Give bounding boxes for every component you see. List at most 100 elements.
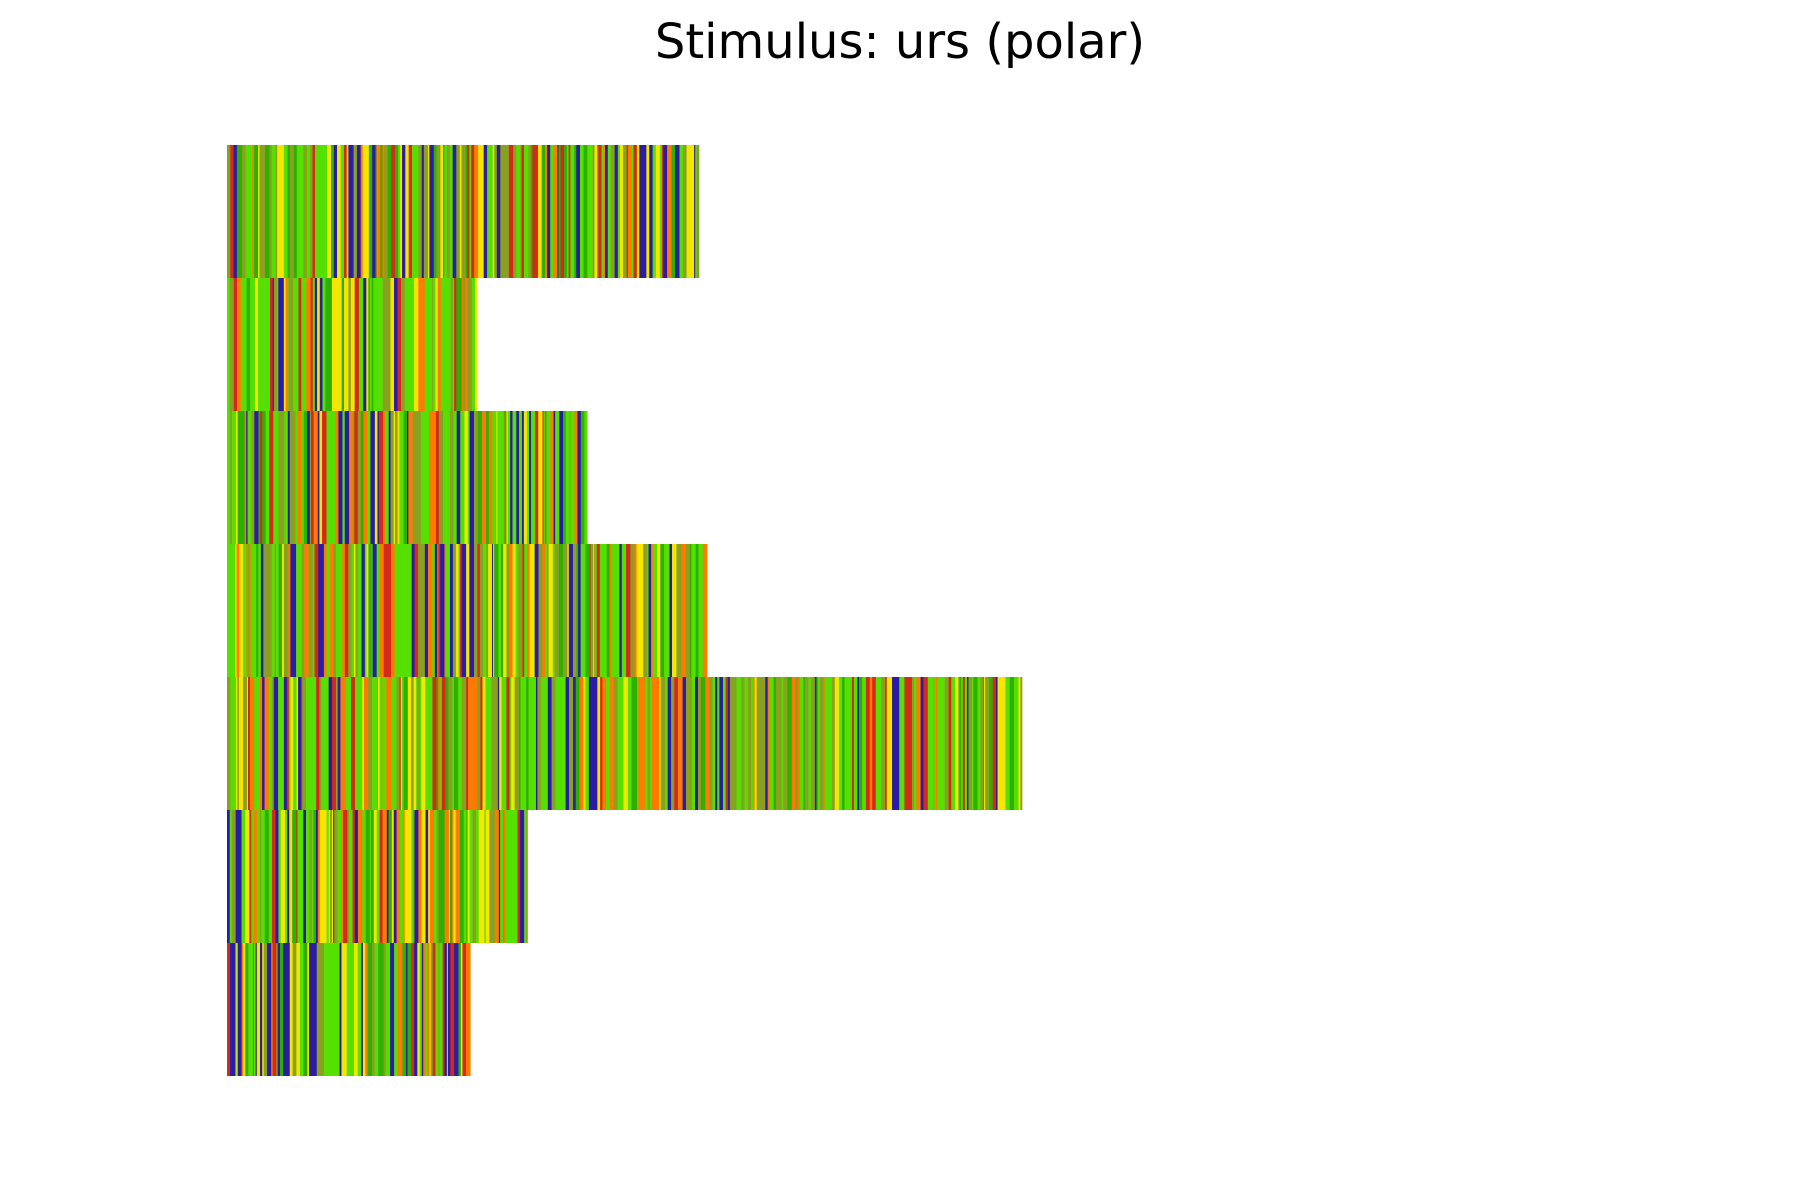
heatmap-cell: [570, 411, 575, 544]
heatmap-cell: [406, 943, 408, 1076]
heatmap-cell: [937, 677, 942, 810]
heatmap-cell: [279, 278, 285, 411]
heatmap-cell: [834, 677, 840, 810]
heatmap-cell: [248, 943, 254, 1076]
heatmap-cell: [452, 677, 455, 810]
heatmap-cell: [476, 145, 479, 278]
heatmap-cell: [472, 544, 475, 677]
heatmap-cell: [340, 145, 345, 278]
heatmap-cell: [328, 677, 333, 810]
heatmap-cell: [496, 411, 498, 544]
heatmap-cell: [397, 943, 403, 1076]
heatmap-cell: [527, 544, 530, 677]
heatmap-cell: [838, 677, 843, 810]
heatmap-cell: [504, 810, 506, 943]
heatmap-cell: [317, 145, 320, 278]
heatmap-cell: [484, 810, 487, 943]
heatmap-cell: [354, 411, 359, 544]
heatmap-cell: [235, 544, 237, 677]
heatmap-cell: [514, 810, 518, 943]
heatmap-cell: [532, 145, 535, 278]
heatmap-cell: [803, 677, 806, 810]
heatmap-cell: [747, 677, 752, 810]
heatmap-cell: [454, 943, 458, 1076]
heatmap-cell: [652, 145, 655, 278]
heatmap-cell: [653, 544, 658, 677]
heatmap-cell: [713, 677, 716, 810]
heatmap-cell: [381, 677, 383, 810]
heatmap-cell: [753, 677, 755, 810]
heatmap-cell: [491, 544, 494, 677]
heatmap-cell: [243, 943, 246, 1076]
heatmap-cell: [315, 943, 318, 1076]
heatmap-cell: [331, 943, 335, 1076]
heatmap-cell: [457, 943, 459, 1076]
heatmap-cell: [227, 544, 229, 677]
heatmap-cell: [382, 278, 388, 411]
heatmap-cell: [403, 411, 408, 544]
heatmap-cell: [324, 677, 329, 810]
heatmap-cell: [428, 544, 433, 677]
heatmap-cell: [691, 677, 696, 810]
heatmap-cell: [660, 544, 665, 677]
heatmap-cell: [387, 145, 392, 278]
heatmap-cell: [283, 677, 288, 810]
heatmap-cell: [672, 544, 677, 677]
heatmap-cell: [287, 810, 290, 943]
heatmap-cell: [576, 145, 581, 278]
heatmap-cell: [476, 810, 479, 943]
heatmap-cell: [941, 677, 945, 810]
heatmap-cell: [506, 544, 510, 677]
heatmap-cell: [407, 943, 412, 1076]
heatmap-cell: [287, 411, 291, 544]
heatmap-cell: [583, 677, 586, 810]
heatmap-cell: [461, 544, 464, 677]
heatmap-cell: [679, 145, 684, 278]
heatmap-cell: [517, 810, 521, 943]
heatmap-cell: [398, 544, 402, 677]
heatmap-cell: [695, 544, 699, 677]
heatmap-cell: [503, 677, 507, 810]
heatmap-cell: [460, 411, 465, 544]
heatmap-cell: [414, 544, 419, 677]
heatmap-cell: [341, 943, 344, 1076]
heatmap-cell: [408, 145, 413, 278]
heatmap-cell: [570, 145, 575, 278]
heatmap-cell: [399, 411, 404, 544]
heatmap-cell: [231, 810, 236, 943]
heatmap-cell: [892, 677, 897, 810]
heatmap-cell: [508, 145, 514, 278]
heatmap-cell: [486, 544, 489, 677]
heatmap-cell: [278, 278, 281, 411]
heatmap-cell: [682, 677, 687, 810]
heatmap-cell: [269, 411, 274, 544]
heatmap-cell: [326, 810, 330, 943]
heatmap-cell: [828, 677, 833, 810]
heatmap-cell: [472, 810, 477, 943]
heatmap-cell: [529, 544, 533, 677]
heatmap-cell: [651, 677, 656, 810]
heatmap-cell: [450, 943, 455, 1076]
heatmap-cell: [667, 544, 670, 677]
heatmap-cell: [374, 278, 379, 411]
heatmap-cell: [477, 411, 483, 544]
heatmap-cell: [844, 677, 850, 810]
heatmap-cell: [519, 677, 521, 810]
heatmap-cell: [445, 677, 449, 810]
heatmap-cell: [547, 411, 551, 544]
heatmap-cell: [626, 145, 629, 278]
heatmap-cell: [474, 278, 478, 411]
heatmap-row-2: [227, 411, 588, 544]
heatmap-cell: [312, 145, 316, 278]
heatmap-cell: [440, 145, 444, 278]
heatmap-cell: [418, 411, 422, 544]
heatmap-cell: [337, 677, 341, 810]
heatmap-cell: [364, 544, 367, 677]
heatmap-cell: [568, 544, 574, 677]
heatmap-cell: [421, 810, 426, 943]
heatmap-cell: [330, 810, 333, 943]
heatmap-cell: [264, 810, 268, 943]
heatmap-cell: [456, 411, 461, 544]
heatmap-cell: [671, 145, 676, 278]
heatmap-cell: [569, 411, 571, 544]
